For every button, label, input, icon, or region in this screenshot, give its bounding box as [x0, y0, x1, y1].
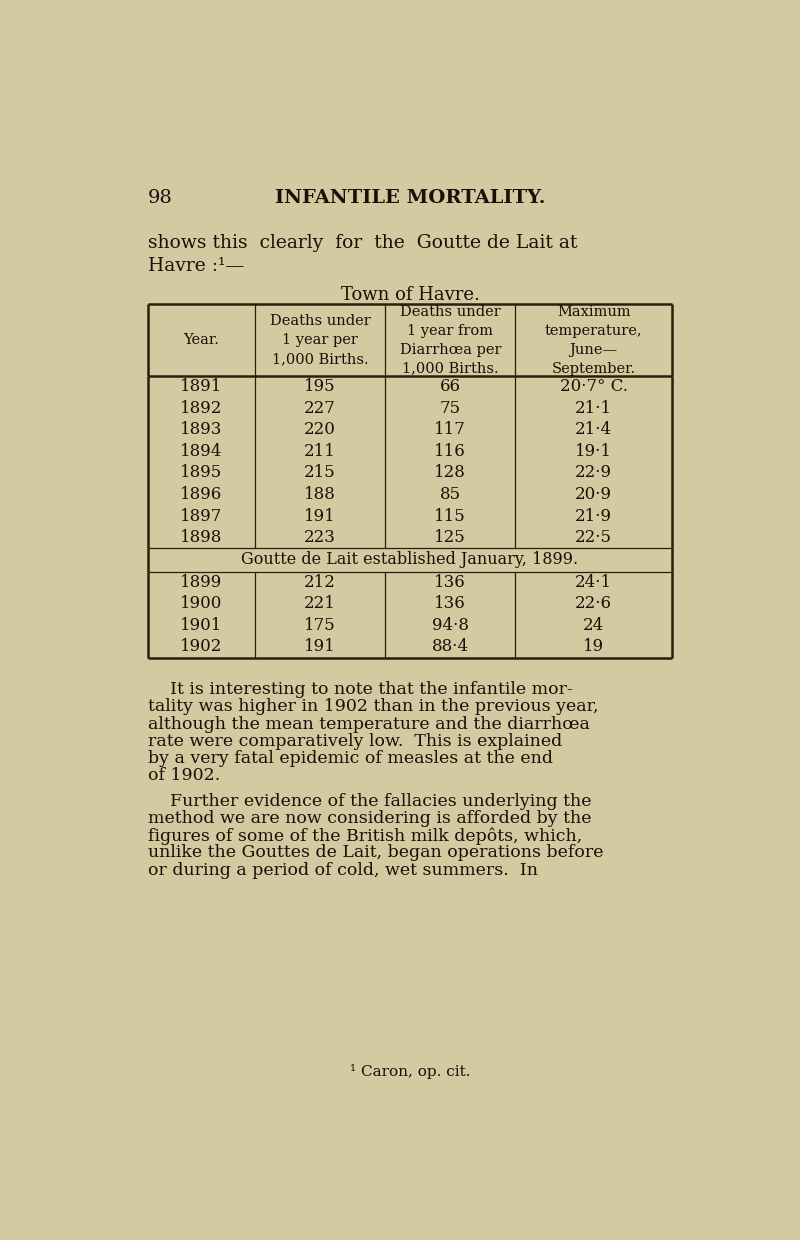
- Text: shows this  clearly  for  the  Goutte de Lait at: shows this clearly for the Goutte de Lai…: [148, 233, 578, 252]
- Text: 22·9: 22·9: [575, 465, 612, 481]
- Text: 128: 128: [434, 465, 466, 481]
- Text: 1901: 1901: [180, 618, 222, 634]
- Text: Deaths under
1 year per
1,000 Births.: Deaths under 1 year per 1,000 Births.: [270, 314, 370, 366]
- Text: Goutte de Lait established January, 1899.: Goutte de Lait established January, 1899…: [242, 552, 578, 568]
- Text: 1895: 1895: [181, 465, 222, 481]
- Text: 21·4: 21·4: [575, 422, 612, 439]
- Text: 1891: 1891: [180, 378, 222, 396]
- Text: 24·1: 24·1: [575, 574, 612, 590]
- Text: figures of some of the British milk depôts, which,: figures of some of the British milk depô…: [148, 827, 582, 844]
- Text: although the mean temperature and the diarrhœa: although the mean temperature and the di…: [148, 715, 590, 733]
- Text: 1898: 1898: [180, 529, 222, 546]
- Text: 136: 136: [434, 595, 466, 613]
- Text: 221: 221: [304, 595, 336, 613]
- Text: Town of Havre.: Town of Havre.: [341, 286, 479, 304]
- Text: 66: 66: [440, 378, 461, 396]
- Text: 22·6: 22·6: [575, 595, 612, 613]
- Text: 1899: 1899: [181, 574, 222, 590]
- Text: 191: 191: [304, 639, 336, 656]
- Text: of 1902.: of 1902.: [148, 768, 220, 785]
- Text: 1897: 1897: [180, 507, 222, 525]
- Text: 1893: 1893: [180, 422, 222, 439]
- Text: Further evidence of the fallacies underlying the: Further evidence of the fallacies underl…: [148, 792, 591, 810]
- Text: 211: 211: [304, 443, 336, 460]
- Text: by a very fatal epidemic of measles at the end: by a very fatal epidemic of measles at t…: [148, 750, 553, 768]
- Text: 75: 75: [440, 399, 461, 417]
- Text: 136: 136: [434, 574, 466, 590]
- Text: 220: 220: [304, 422, 336, 439]
- Text: 19·1: 19·1: [575, 443, 612, 460]
- Text: 21·1: 21·1: [575, 399, 612, 417]
- Text: Deaths under
1 year from
Diarrhœa per
1,000 Births.: Deaths under 1 year from Diarrhœa per 1,…: [399, 305, 501, 376]
- Text: It is interesting to note that the infantile mor-: It is interesting to note that the infan…: [148, 681, 573, 698]
- Text: 88·4: 88·4: [432, 639, 469, 656]
- Text: unlike the Gouttes de Lait, began operations before: unlike the Gouttes de Lait, began operat…: [148, 844, 603, 862]
- Text: INFANTILE MORTALITY.: INFANTILE MORTALITY.: [274, 188, 546, 207]
- Text: 191: 191: [304, 507, 336, 525]
- Text: 20·9: 20·9: [575, 486, 612, 503]
- Text: 116: 116: [434, 443, 466, 460]
- Text: Year.: Year.: [183, 334, 219, 347]
- Text: 21·9: 21·9: [575, 507, 612, 525]
- Text: 1902: 1902: [180, 639, 222, 656]
- Text: rate were comparatively low.  This is explained: rate were comparatively low. This is exp…: [148, 733, 562, 750]
- Text: 223: 223: [304, 529, 336, 546]
- Text: 125: 125: [434, 529, 466, 546]
- Text: tality was higher in 1902 than in the previous year,: tality was higher in 1902 than in the pr…: [148, 698, 598, 715]
- Text: 195: 195: [304, 378, 336, 396]
- Text: 24: 24: [583, 618, 604, 634]
- Text: 188: 188: [304, 486, 336, 503]
- Text: method we are now considering is afforded by the: method we are now considering is afforde…: [148, 810, 591, 827]
- Text: 117: 117: [434, 422, 466, 439]
- Text: 1900: 1900: [180, 595, 222, 613]
- Text: 215: 215: [304, 465, 336, 481]
- Text: 1896: 1896: [181, 486, 222, 503]
- Text: Havre :¹—: Havre :¹—: [148, 257, 244, 274]
- Text: 19: 19: [583, 639, 604, 656]
- Text: 1892: 1892: [180, 399, 222, 417]
- Text: 98: 98: [148, 188, 173, 207]
- Text: 115: 115: [434, 507, 466, 525]
- Text: ¹ Caron, op. cit.: ¹ Caron, op. cit.: [350, 1064, 470, 1079]
- Text: 1894: 1894: [180, 443, 222, 460]
- Text: 227: 227: [304, 399, 336, 417]
- Text: Maximum
temperature,
June—
September.: Maximum temperature, June— September.: [545, 305, 642, 376]
- Text: 20·7° C.: 20·7° C.: [560, 378, 628, 396]
- Text: 94·8: 94·8: [432, 618, 469, 634]
- Text: 22·5: 22·5: [575, 529, 612, 546]
- Text: or during a period of cold, wet summers.  In: or during a period of cold, wet summers.…: [148, 862, 538, 879]
- Text: 212: 212: [304, 574, 336, 590]
- Text: 85: 85: [440, 486, 461, 503]
- Text: 175: 175: [304, 618, 336, 634]
